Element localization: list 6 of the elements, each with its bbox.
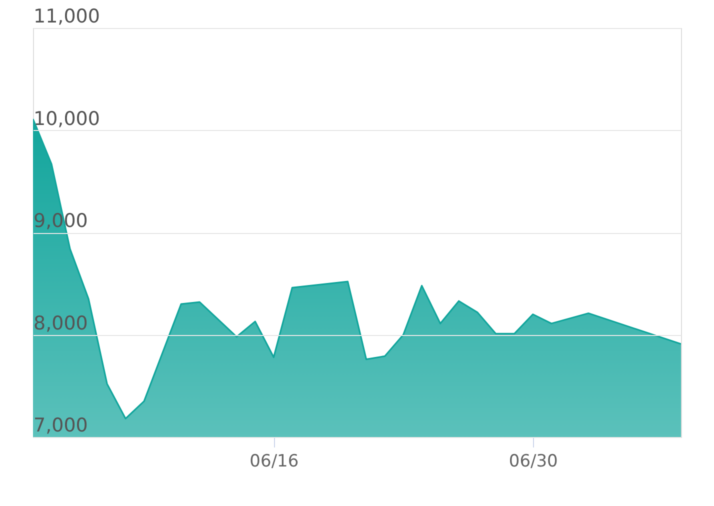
x-tick-label: 06/16 xyxy=(250,452,299,472)
y-tick-label: 11,000 xyxy=(34,6,100,28)
y-tick-label: 7,000 xyxy=(34,414,88,436)
y-tick-label: 8,000 xyxy=(34,312,88,334)
x-tick-label: 06/30 xyxy=(508,452,558,472)
y-tick-label: 10,000 xyxy=(34,108,100,130)
